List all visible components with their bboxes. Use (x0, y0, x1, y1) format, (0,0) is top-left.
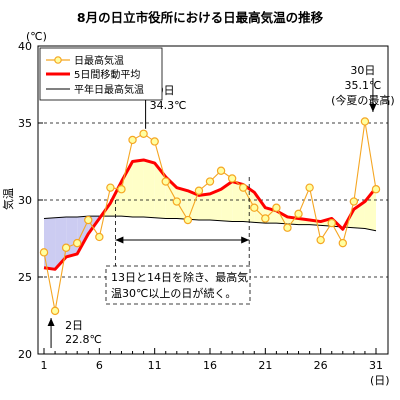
data-point-daily (50, 306, 60, 316)
data-point-daily (172, 197, 181, 206)
peak10-label: 34.3℃ (150, 99, 187, 112)
area-fills (44, 159, 376, 270)
grid-lines (38, 122, 388, 278)
fill-segment (132, 159, 144, 217)
x-tick-label: 21 (258, 359, 272, 372)
low2-label: 2日 (65, 319, 83, 332)
x-tick-label: 6 (96, 359, 103, 372)
peak30-label: 35.1℃ (345, 79, 382, 92)
data-point-daily (338, 238, 347, 248)
fill-segment (121, 161, 133, 217)
y-unit-label: (℃) (26, 30, 47, 43)
x-tick-label: 11 (148, 359, 162, 372)
data-point-daily (216, 166, 226, 175)
y-tick-label: 20 (18, 348, 32, 361)
annotations: 10日34.3℃2日22.8℃30日35.1℃(今夏の最高)13日と14日を除き… (47, 64, 395, 348)
x-tick-label: 31 (369, 359, 383, 372)
fill-segment (176, 187, 188, 220)
data-point-daily (150, 137, 159, 146)
fill-segment (44, 217, 56, 270)
data-point-daily (261, 214, 270, 223)
peak30-label: 30日 (350, 64, 375, 77)
data-point-daily (161, 177, 170, 186)
data-point-daily (294, 209, 303, 219)
data-point-daily (183, 215, 193, 225)
data-point-daily (316, 235, 325, 245)
data-point-daily (95, 232, 104, 242)
legend: 日最高気温 5日間移動平均 平年日最高気温 (39, 47, 163, 101)
data-point-daily (283, 223, 292, 232)
data-point-daily (250, 203, 259, 212)
data-point-daily (194, 186, 204, 195)
note-label: 温30℃以上の日が続く。 (111, 286, 236, 300)
x-axis-label: (日) (370, 374, 390, 387)
note-bracket-left-head (115, 236, 124, 244)
data-point-daily (117, 185, 126, 194)
data-point-daily (106, 183, 115, 192)
x-tick-label: 1 (41, 359, 48, 372)
y-axis-label: 気温 (1, 188, 15, 210)
fill-segment (143, 159, 155, 218)
peak30-arrow-head (369, 104, 377, 112)
fill-segment (232, 181, 244, 222)
chart-title: 8月の日立市役所における日最高気温の推移 (77, 10, 324, 25)
y-tick-label: 30 (18, 194, 32, 207)
legend-marker-daily (54, 56, 62, 64)
data-point-daily (61, 243, 71, 252)
legend-label-daily: 日最高気温 (74, 54, 124, 67)
note-bracket-right-head (241, 236, 250, 244)
legend-label-moving-average: 5日間移動平均 (74, 68, 140, 81)
y-tick-label: 40 (18, 40, 32, 53)
data-point-daily (72, 238, 82, 248)
fill-segment (210, 189, 222, 221)
note-box (105, 265, 251, 305)
data-point-daily (39, 248, 49, 257)
note-label: 13日と14日を除き、最高気 (111, 270, 248, 284)
y-tick-label: 35 (18, 117, 32, 130)
data-point-daily (205, 177, 215, 186)
data-point-daily (327, 218, 336, 228)
fill-segment (154, 163, 166, 219)
data-point-daily (272, 203, 281, 212)
data-point-daily (238, 183, 248, 192)
legend-label-normal: 平年日最高気温 (74, 83, 144, 96)
data-point-daily (227, 174, 237, 183)
x-tick-label: 16 (203, 359, 217, 372)
series-moving-average-line (43, 158, 378, 271)
data-point-daily (360, 117, 370, 126)
low2-arrow-head (47, 318, 55, 326)
data-point-daily (128, 135, 137, 145)
fill-segment (221, 181, 233, 222)
data-point-daily (84, 215, 93, 225)
x-tick-label: 26 (314, 359, 328, 372)
y-tick-label: 25 (18, 271, 32, 284)
data-point-daily (305, 183, 314, 192)
fill-segment (55, 216, 67, 270)
peak30-label: (今夏の最高) (331, 93, 395, 107)
low2-label: 22.8℃ (65, 333, 102, 346)
data-point-daily (371, 185, 381, 194)
data-points (39, 117, 381, 316)
data-point-daily (139, 129, 148, 138)
data-point-daily (349, 197, 359, 206)
fill-segment (198, 193, 210, 221)
fill-segment (243, 184, 255, 223)
